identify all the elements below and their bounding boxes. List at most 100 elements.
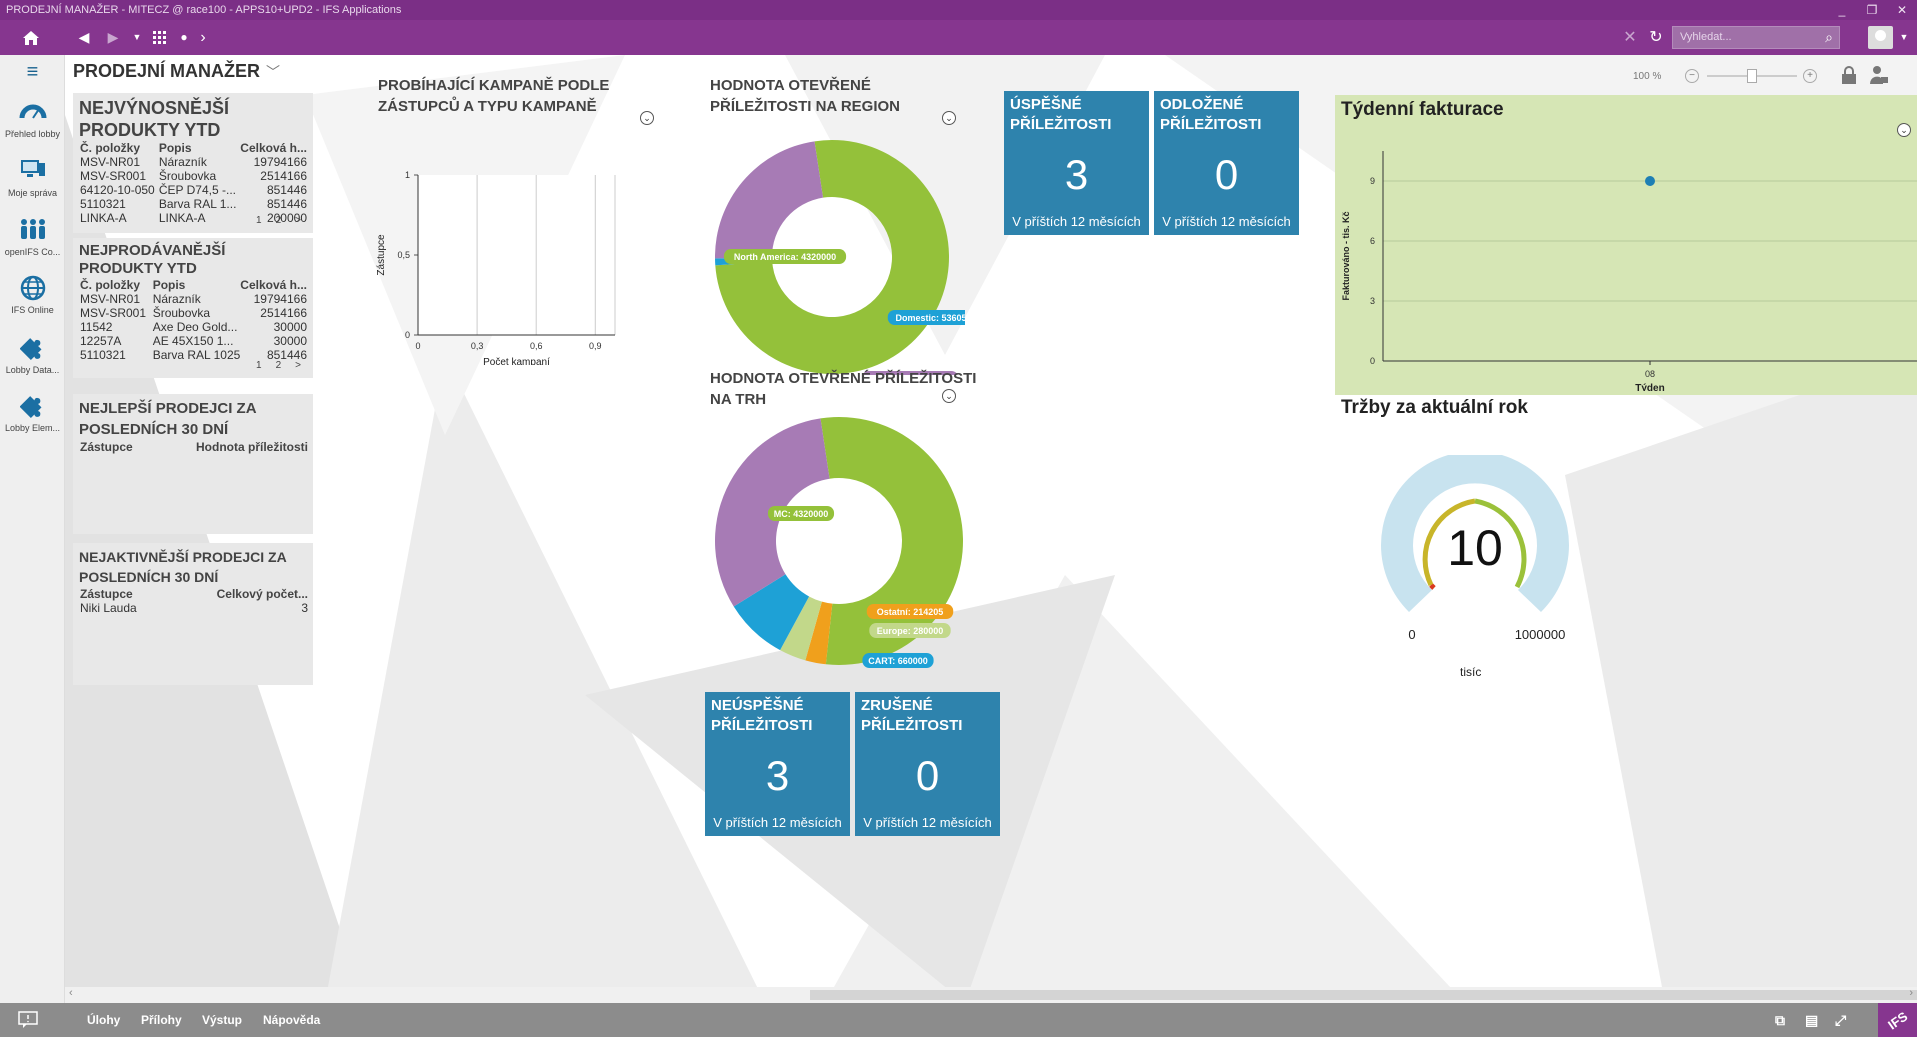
- search-icon[interactable]: ⌕: [1825, 29, 1833, 45]
- apps-grid-icon[interactable]: [150, 20, 170, 55]
- page-1-link[interactable]: 1: [256, 360, 262, 371]
- table-row[interactable]: MSV-NR01 Nárazník 19794166: [80, 155, 307, 169]
- gauge-min: 0: [1408, 627, 1415, 642]
- x-tick-label: 0: [415, 341, 420, 351]
- gauge-band: [1381, 455, 1569, 612]
- panel-icon[interactable]: ▤: [1805, 1012, 1819, 1028]
- best-selling-products-tile[interactable]: NEJPRODÁVANĚJŠÍ PRODUKTY YTD Č. položky P…: [73, 238, 313, 378]
- forward-icon[interactable]: ▶: [107, 29, 119, 45]
- svg-text:IFS: IFS: [1885, 1008, 1910, 1032]
- chevron-down-icon[interactable]: ⌄: [640, 111, 654, 125]
- statusbar-attachments[interactable]: Přílohy: [141, 1013, 182, 1027]
- left-sidebar: ≡ Přehled lobby Moje správa openIFS Co..…: [0, 55, 65, 1003]
- postponed-opportunities-tile[interactable]: ODLOŽENÉ PŘÍLEŽITOSTI 0 V příštích 12 mě…: [1154, 91, 1299, 235]
- slice-label-bg: [869, 623, 951, 638]
- table-row[interactable]: MSV-SR001 Šroubovka 2514166: [80, 169, 307, 183]
- table-row[interactable]: 5110321 Barva RAL 1... 851446: [80, 197, 307, 211]
- failed-opportunities-tile[interactable]: NEÚSPĚŠNÉ PŘÍLEŽITOSTI 3 V příštích 12 m…: [705, 692, 850, 836]
- weekly-billing-widget[interactable]: Týdenní fakturace ⌄ 0 3 6 9 08 Týden Fakturová…: [1335, 95, 1917, 395]
- back-icon[interactable]: ◀: [78, 29, 90, 45]
- sidebar-item-lobby-overview[interactable]: Přehled lobby: [0, 99, 65, 139]
- fullscreen-icon[interactable]: ⤢: [1835, 1012, 1847, 1028]
- table-row[interactable]: 12257A AE 45X150 1... 30000: [80, 334, 307, 348]
- x-tick-label: 0,6: [530, 341, 543, 351]
- user-lock-icon[interactable]: [1869, 65, 1889, 88]
- successful-opportunities-tile[interactable]: ÚSPĚŠNÉ PŘÍLEŽITOSTI 3 V příštích 12 měs…: [1004, 91, 1149, 235]
- scroll-right-icon[interactable]: ›: [1909, 987, 1913, 999]
- sidebar-item-lobby-data[interactable]: Lobby Data...: [0, 335, 65, 375]
- most-active-salespeople-tile[interactable]: NEJAKTIVNĚJŠÍ PRODEJCI ZA POSLEDNÍCH 30 …: [73, 543, 313, 685]
- statusbar-output[interactable]: Výstup: [202, 1013, 243, 1027]
- page-2-link[interactable]: 2: [275, 360, 282, 371]
- data-point: [1645, 176, 1655, 186]
- slice-label: Europe: 1292045,6: [870, 374, 949, 375]
- dot-icon[interactable]: ●: [180, 30, 188, 44]
- horizontal-scrollbar[interactable]: ‹ ›: [65, 987, 1917, 1003]
- region-chart-title: HODNOTA OTEVŘENÉ PŘÍLEŽITOSTI NA REGION: [710, 77, 901, 115]
- hamburger-menu-icon[interactable]: ≡: [26, 61, 39, 83]
- page-title[interactable]: PRODEJNÍ MANAŽER ﹀: [73, 61, 281, 81]
- search-input[interactable]: Vyhledat... ⌕: [1672, 26, 1840, 49]
- statusbar-help[interactable]: Nápověda: [263, 1013, 321, 1027]
- widget-title: Týdenní fakturace: [1341, 99, 1504, 120]
- home-icon[interactable]: [16, 20, 46, 55]
- chevron-down-icon[interactable]: ⌄: [942, 389, 956, 403]
- refresh-icon[interactable]: ↻: [1649, 29, 1663, 46]
- scrollbar-thumb[interactable]: [810, 990, 1917, 1000]
- table-row[interactable]: 11542 Axe Deo Gold... 30000: [80, 320, 307, 334]
- table-row[interactable]: Niki Lauda 3: [80, 601, 308, 615]
- page-1-link[interactable]: 1: [256, 215, 262, 226]
- tile-title: NEJVÝNOSNĚJŠÍ PRODUKTY YTD: [79, 98, 230, 140]
- gauge-arc-yellow: [1422, 498, 1476, 587]
- navigation-bar: ◀ ▶ ▼ ● › ✕ ↻ Vyhledat... ⌕ ▼: [0, 20, 1917, 55]
- chat-icon[interactable]: [18, 1003, 38, 1037]
- status-bar: Úlohy Přílohy Výstup Nápověda ⧉ ▤ ⤢ IFS: [0, 1003, 1917, 1037]
- gauge-unit: tisíc: [1460, 665, 1482, 679]
- chevron-down-icon[interactable]: ⌄: [942, 111, 956, 125]
- top-products-tile[interactable]: NEJVÝNOSNĚJŠÍ PRODUKTY YTD Č. položky Pop…: [73, 93, 313, 233]
- next-page-link[interactable]: >: [295, 360, 301, 371]
- table-row[interactable]: MSV-NR01 Nárazník 19794166: [80, 292, 307, 306]
- restore-icon[interactable]: ❐: [1866, 3, 1878, 17]
- statusbar-tasks[interactable]: Úlohy: [87, 1013, 121, 1027]
- clear-icon[interactable]: ✕: [1623, 29, 1637, 46]
- user-menu-chevron-icon[interactable]: ▼: [1899, 32, 1909, 42]
- lock-icon[interactable]: [1839, 65, 1859, 88]
- zoom-slider-handle[interactable]: [1747, 69, 1757, 83]
- next-page-link[interactable]: >: [295, 215, 301, 226]
- table-row[interactable]: 64120-10-050 ČEP D74,5 -... 851446: [80, 183, 307, 197]
- user-avatar[interactable]: [1868, 26, 1893, 49]
- sidebar-item-openifs[interactable]: openIFS Co...: [0, 217, 65, 257]
- history-dropdown-icon[interactable]: ▼: [132, 32, 142, 42]
- table-row[interactable]: 5110321 Barva RAL 1025 851446: [80, 348, 307, 362]
- chevron-down-icon[interactable]: ﹀: [266, 64, 281, 80]
- chevron-right-icon[interactable]: ›: [200, 29, 206, 46]
- cancelled-opportunities-tile[interactable]: ZRUŠENÉ PŘÍLEŽITOSTI 0 V příštích 12 měs…: [855, 692, 1000, 836]
- sidebar-item-ifs-online[interactable]: IFS Online: [0, 275, 65, 315]
- campaigns-bar-chart: 0 0,3 0,6 0,9 0 0,5 1 Počet kampaní Zástupce: [376, 170, 616, 365]
- globe-icon: [0, 275, 65, 305]
- market-chart-title: HODNOTA OTEVŘENÉ PŘÍLEŽITOSTI NA TRH: [710, 370, 977, 408]
- gauge-title: Tržby za aktuální rok: [1341, 397, 1528, 418]
- scroll-left-icon[interactable]: ‹: [69, 987, 73, 999]
- y-tick-label: 0: [1370, 356, 1375, 366]
- slice-label: CART: 660000: [868, 656, 928, 666]
- close-window-icon[interactable]: ✕: [1896, 3, 1908, 17]
- sidebar-item-my-admin[interactable]: Moje správa: [0, 158, 65, 198]
- zoom-in-icon[interactable]: +: [1803, 69, 1817, 83]
- zoom-controls: 100 % − +: [1625, 65, 1905, 89]
- sidebar-item-lobby-elements[interactable]: Lobby Elem...: [0, 393, 65, 433]
- puzzle-icon: [0, 393, 65, 423]
- best-salespeople-tile[interactable]: NEJLEPŠÍ PRODEJCI ZA POSLEDNÍCH 30 DNÍ Z…: [73, 394, 313, 534]
- zoom-out-icon[interactable]: −: [1685, 69, 1699, 83]
- table-row[interactable]: MSV-SR001 Šroubovka 2514166: [80, 306, 307, 320]
- puzzle-icon: [0, 335, 65, 365]
- y-axis-label: Zástupce: [376, 234, 387, 276]
- window-switch-icon[interactable]: ⧉: [1775, 1012, 1785, 1028]
- region-donut-chart: North America: 4320000 Domestic: 53605 Eur…: [715, 140, 965, 375]
- table-row[interactable]: LINKA-A LINKA-A 200000: [80, 211, 307, 225]
- page-2-link[interactable]: 2: [275, 215, 282, 226]
- minimize-icon[interactable]: _: [1838, 3, 1846, 17]
- gauge-value: 10: [1447, 520, 1503, 576]
- chevron-down-icon[interactable]: ⌄: [1897, 123, 1911, 137]
